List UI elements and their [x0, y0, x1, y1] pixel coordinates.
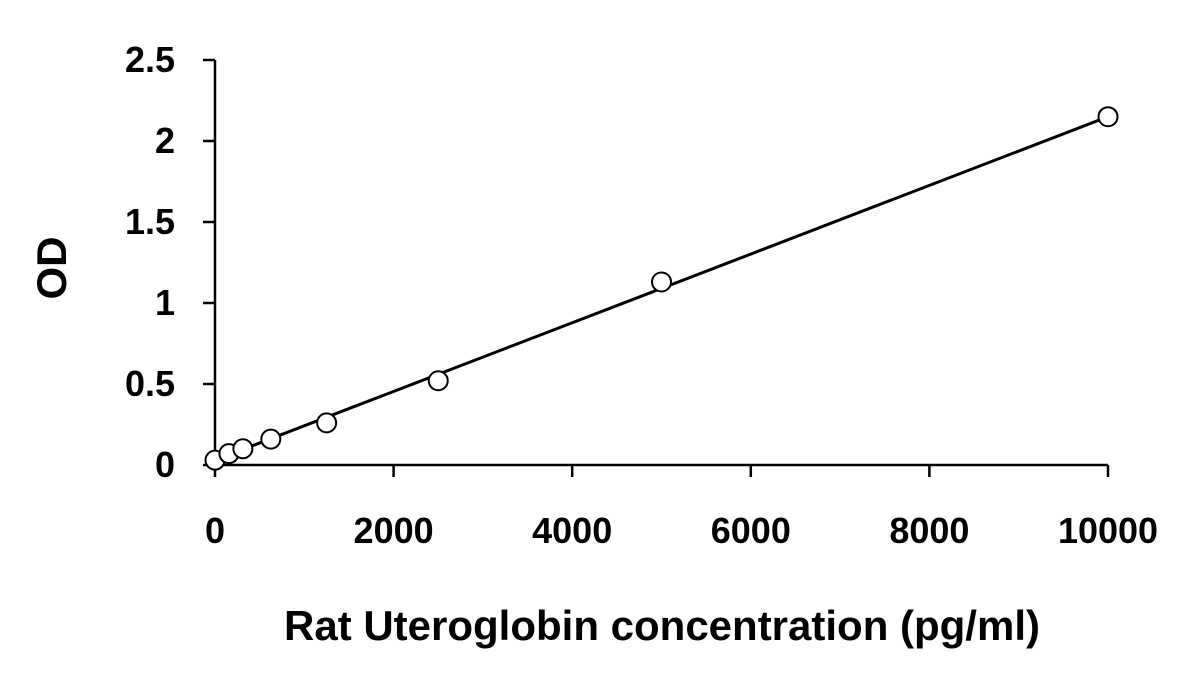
x-tick-label: 4000: [532, 510, 612, 551]
data-points: [204, 106, 1119, 471]
y-tick-label: 0: [155, 444, 175, 485]
data-point: [260, 428, 282, 450]
x-tick-label: 8000: [889, 510, 969, 551]
x-tick-label: 2000: [354, 510, 434, 551]
y-tick-label: 1: [155, 282, 175, 323]
x-tick-label: 10000: [1058, 510, 1158, 551]
axes: [213, 60, 1108, 467]
y-tick-label: 1.5: [125, 201, 175, 242]
data-point: [232, 438, 254, 460]
data-point: [427, 370, 449, 392]
y-axis-title: OD: [28, 237, 75, 300]
x-tick-label: 6000: [711, 510, 791, 551]
y-tick-label: 2.5: [125, 39, 175, 80]
data-point: [316, 412, 338, 434]
y-ticks: 0 0.5 1 1.5 2 2.5: [125, 39, 215, 485]
y-tick-label: 2: [155, 120, 175, 161]
x-tick-label: 0: [205, 510, 225, 551]
y-tick-label: 0.5: [125, 363, 175, 404]
data-point: [651, 271, 672, 293]
x-axis-title: Rat Uteroglobin concentration (pg/ml): [284, 602, 1040, 649]
data-point: [1097, 106, 1119, 128]
x-ticks: 0 2000 4000 6000 8000 10000: [205, 465, 1158, 551]
